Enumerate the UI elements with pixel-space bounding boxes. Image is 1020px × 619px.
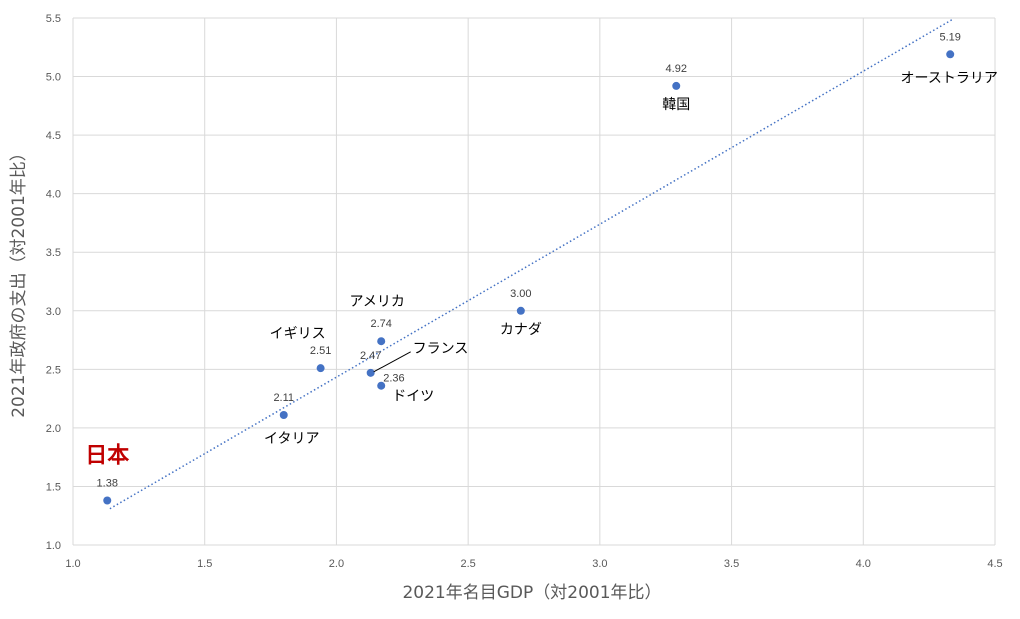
data-label: 2.36 bbox=[383, 373, 404, 385]
x-tick-label: 1.0 bbox=[65, 558, 80, 570]
data-point bbox=[946, 50, 955, 59]
data-point bbox=[279, 411, 288, 420]
data-point bbox=[316, 364, 325, 373]
y-tick-label: 2.5 bbox=[46, 364, 61, 376]
y-tick-label: 3.5 bbox=[46, 247, 61, 259]
x-tick-label: 3.5 bbox=[724, 558, 739, 570]
x-tick-label: 4.0 bbox=[856, 558, 871, 570]
data-point bbox=[516, 306, 525, 315]
tick-labels: 1.0 1.5 2.0 2.5 3.0 3.5 4.0 4.5 1.0 1.5 2.0 2.5 3.0 3… bbox=[46, 13, 1003, 570]
trendline bbox=[109, 18, 954, 510]
data-label: 2.11 bbox=[273, 392, 294, 404]
point-name-label: オーストラリア bbox=[901, 70, 998, 86]
x-axis-title: 2021年名目GDP（対2001年比） bbox=[402, 583, 661, 603]
data-point bbox=[103, 496, 112, 505]
point-name-label: ドイツ bbox=[392, 389, 434, 405]
point-name-label: イタリア bbox=[264, 431, 319, 447]
data-label: 5.19 bbox=[940, 31, 961, 43]
y-axis-title: 2021年政府の支出（対2001年比） bbox=[9, 144, 29, 418]
x-tick-label: 4.5 bbox=[987, 558, 1002, 570]
data-label: 2.74 bbox=[371, 318, 392, 330]
data-point bbox=[672, 81, 681, 90]
x-tick-label: 2.5 bbox=[460, 558, 475, 570]
point-labels: 1.38 日本 2.11 イタリア 2.51 イギリス 2.47 フランス 2.74 アメリカ 2.… bbox=[85, 31, 998, 489]
leader-line bbox=[373, 351, 411, 373]
point-name-label: フランス bbox=[413, 341, 469, 357]
y-tick-label: 5.5 bbox=[46, 13, 61, 25]
data-point bbox=[377, 381, 386, 390]
data-label: 4.92 bbox=[666, 63, 687, 75]
y-tick-label: 4.5 bbox=[46, 130, 61, 142]
data-point bbox=[366, 368, 375, 377]
data-label: 3.00 bbox=[510, 288, 531, 300]
point-name-label: 韓国 bbox=[662, 97, 690, 113]
y-tick-label: 1.0 bbox=[46, 540, 61, 552]
data-label: 1.38 bbox=[97, 477, 118, 489]
point-name-label: カナダ bbox=[500, 322, 542, 338]
point-name-label: イギリス bbox=[270, 326, 326, 342]
y-tick-label: 2.0 bbox=[46, 423, 61, 435]
y-tick-label: 3.0 bbox=[46, 306, 61, 318]
y-tick-label: 5.0 bbox=[46, 72, 61, 84]
data-label: 2.47 bbox=[360, 350, 381, 362]
x-tick-label: 2.0 bbox=[329, 558, 344, 570]
y-tick-label: 1.5 bbox=[46, 481, 61, 493]
data-point bbox=[377, 337, 386, 346]
point-name-label: アメリカ bbox=[350, 294, 405, 310]
x-tick-label: 1.5 bbox=[197, 558, 212, 570]
point-name-label: 日本 bbox=[85, 443, 129, 468]
x-tick-label: 3.0 bbox=[592, 558, 607, 570]
data-points bbox=[103, 50, 955, 505]
trendline-group bbox=[109, 18, 954, 510]
gridlines bbox=[72, 17, 996, 546]
y-tick-label: 4.0 bbox=[46, 189, 61, 201]
data-label: 2.51 bbox=[310, 345, 331, 357]
